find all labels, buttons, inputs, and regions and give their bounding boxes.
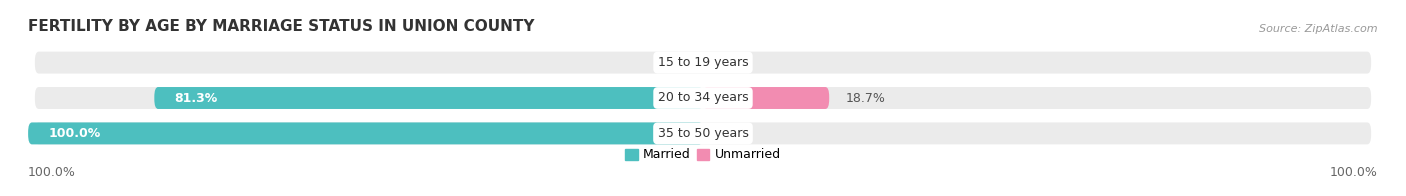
FancyBboxPatch shape [35, 122, 1371, 144]
Text: 100.0%: 100.0% [48, 127, 101, 140]
Text: Source: ZipAtlas.com: Source: ZipAtlas.com [1260, 24, 1378, 34]
Legend: Married, Unmarried: Married, Unmarried [620, 143, 786, 166]
Text: 0.0%: 0.0% [655, 56, 686, 69]
Text: 20 to 34 years: 20 to 34 years [658, 92, 748, 104]
Text: 0.0%: 0.0% [720, 56, 751, 69]
Text: 35 to 50 years: 35 to 50 years [658, 127, 748, 140]
FancyBboxPatch shape [35, 52, 1371, 74]
Text: 81.3%: 81.3% [174, 92, 218, 104]
FancyBboxPatch shape [35, 87, 1371, 109]
FancyBboxPatch shape [155, 87, 703, 109]
Text: 100.0%: 100.0% [1330, 166, 1378, 179]
FancyBboxPatch shape [703, 87, 830, 109]
Text: 15 to 19 years: 15 to 19 years [658, 56, 748, 69]
Text: FERTILITY BY AGE BY MARRIAGE STATUS IN UNION COUNTY: FERTILITY BY AGE BY MARRIAGE STATUS IN U… [28, 19, 534, 34]
Text: 100.0%: 100.0% [28, 166, 76, 179]
Text: 0.0%: 0.0% [720, 127, 751, 140]
Text: 18.7%: 18.7% [845, 92, 886, 104]
FancyBboxPatch shape [28, 122, 703, 144]
